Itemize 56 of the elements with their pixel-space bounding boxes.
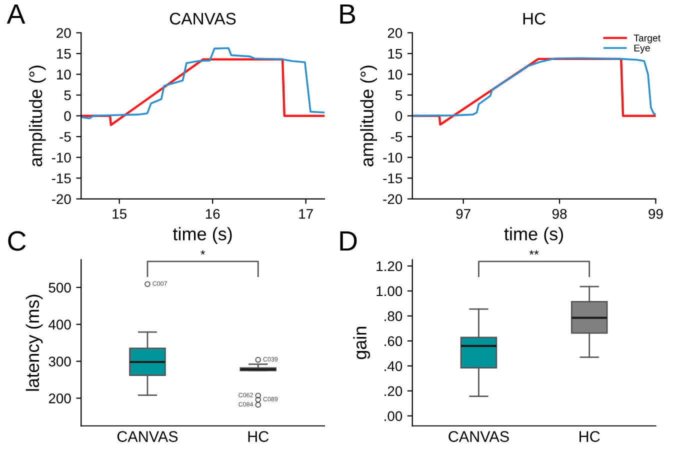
- y-tick-label: -5: [60, 132, 71, 142]
- y-tick-label: -10: [383, 152, 402, 163]
- y-axis-title: amplitude (°): [360, 66, 378, 166]
- y-tick-label: -5: [390, 132, 402, 142]
- text: B: [340, 4, 356, 24]
- y-tick-label: 5: [64, 90, 71, 100]
- y-tick-label: 1.20: [376, 261, 402, 272]
- y-tick-label: .20: [384, 386, 402, 396]
- y-axis-title: latency (ms): [26, 294, 43, 391]
- x-tick-label: HC: [580, 431, 600, 442]
- legend-label: Eye: [634, 44, 650, 54]
- y-tick-label: 200: [48, 394, 71, 404]
- x-tick-label: 97: [456, 208, 470, 219]
- x-tick-label: HC: [248, 431, 269, 442]
- y-tick-label: .00: [384, 411, 402, 422]
- y-tick-label: 5: [395, 90, 402, 100]
- y-tick-label: .80: [384, 311, 402, 322]
- x-tick-label: 16: [206, 208, 220, 219]
- y-tick-label: -15: [383, 174, 402, 184]
- y-tick-label: 20: [56, 28, 71, 38]
- y-tick-label: 0: [395, 111, 402, 121]
- x-tick-label: 17: [299, 209, 313, 219]
- text: C: [8, 231, 26, 251]
- y-tick-label: -20: [383, 194, 402, 204]
- y-tick-label: .60: [384, 336, 402, 346]
- y-tick-label: 1.00: [376, 286, 402, 296]
- text: D: [340, 231, 357, 251]
- y-tick-label: 20: [388, 28, 402, 38]
- text: A: [6, 4, 26, 24]
- text: **: [529, 250, 539, 255]
- chart-title: HC: [523, 12, 546, 25]
- y-tick-label: 300: [48, 356, 71, 366]
- y-tick-label: 10: [388, 70, 402, 80]
- y-tick-label: -20: [52, 194, 71, 204]
- y-tick-label: .40: [384, 361, 402, 372]
- y-axis-title: amplitude (°): [28, 66, 46, 166]
- y-tick-label: 0: [64, 111, 71, 121]
- y-tick-label: 10: [57, 70, 71, 80]
- chart-title: CANVAS: [170, 12, 236, 25]
- y-axis-title: gain: [353, 326, 370, 360]
- x-axis-title: time (s): [504, 227, 564, 244]
- x-axis-title: time (s): [172, 227, 232, 244]
- y-tick-label: 15: [388, 49, 402, 59]
- x-tick-label: 98: [552, 208, 567, 219]
- y-tick-label: 15: [57, 49, 71, 59]
- y-tick-label: 400: [48, 320, 71, 330]
- x-tick-label: 99: [648, 208, 663, 219]
- line-series: [81, 47, 324, 120]
- x-tick-label: 15: [112, 209, 126, 219]
- text: *: [200, 250, 206, 255]
- x-tick-label: CANVAS: [448, 431, 509, 442]
- y-tick-label: 500: [48, 282, 71, 293]
- y-tick-label: -15: [52, 174, 71, 184]
- y-tick-label: -10: [52, 152, 71, 163]
- legend-label: Target: [634, 34, 661, 44]
- x-tick-label: CANVAS: [117, 431, 178, 442]
